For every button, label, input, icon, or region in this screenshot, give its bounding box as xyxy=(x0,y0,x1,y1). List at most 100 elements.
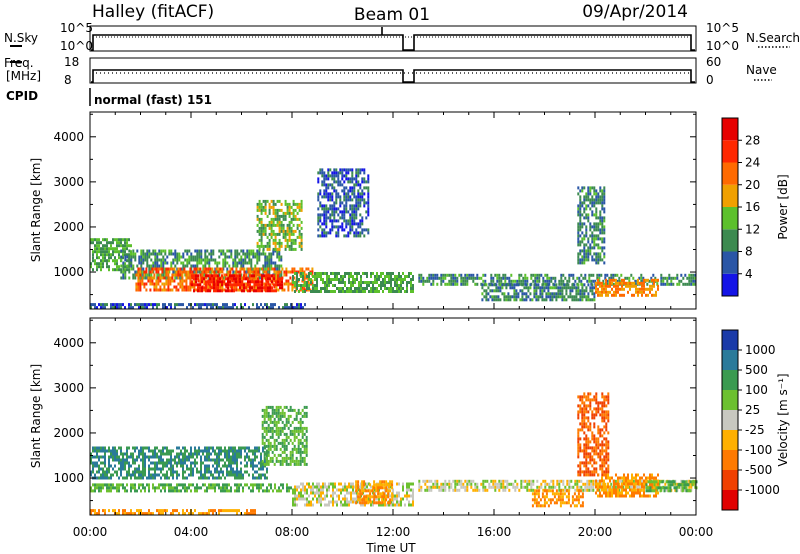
heatmap-cell xyxy=(273,285,276,289)
heatmap-cell xyxy=(599,284,601,288)
heatmap-cell xyxy=(281,286,283,290)
heatmap-cell xyxy=(589,252,592,256)
heatmap-cell xyxy=(566,279,569,283)
heatmap-cell xyxy=(526,276,529,280)
heatmap-cell xyxy=(577,283,580,287)
heatmap-cell xyxy=(352,284,354,287)
heatmap-cell xyxy=(263,408,266,412)
heatmap-cell xyxy=(208,303,210,307)
heatmap-cell xyxy=(207,282,210,286)
heatmap-cell xyxy=(118,250,120,254)
heatmap-cell xyxy=(222,264,225,268)
heatmap-cell xyxy=(281,441,284,445)
heatmap-cell xyxy=(122,253,124,257)
heatmap-cell xyxy=(156,276,159,280)
heatmap-cell xyxy=(172,258,175,262)
heatmap-cell xyxy=(256,306,258,310)
heatmap-cell xyxy=(144,446,146,450)
heatmap-cell xyxy=(130,264,133,268)
heatmap-cell xyxy=(139,273,142,277)
heatmap-cell xyxy=(300,235,303,239)
heatmap-cell xyxy=(342,488,344,492)
heatmap-cell xyxy=(150,267,153,271)
heatmap-cell xyxy=(355,204,358,208)
heatmap-cell xyxy=(258,255,261,259)
heatmap-cell xyxy=(266,467,268,471)
heatmap-cell xyxy=(108,259,110,263)
heatmap-cell xyxy=(229,276,232,280)
heatmap-cell xyxy=(601,204,604,208)
heatmap-cell xyxy=(321,195,324,199)
heatmap-cell xyxy=(204,264,207,268)
heatmap-cell xyxy=(178,461,180,465)
heatmap-cell xyxy=(249,283,251,287)
heatmap-cell xyxy=(293,447,296,451)
heatmap-cell xyxy=(212,249,215,253)
heatmap-cell xyxy=(481,283,484,287)
heatmap-cell xyxy=(182,261,185,265)
heatmap-cell xyxy=(130,512,132,516)
nave-right-tick-bottom: 0 xyxy=(706,73,714,87)
heatmap-cell xyxy=(142,464,144,468)
heatmap-cell xyxy=(287,420,290,424)
heatmap-cell xyxy=(331,174,334,178)
heatmap-cell xyxy=(317,171,320,175)
heatmap-cell xyxy=(215,286,217,290)
heatmap-cell xyxy=(292,238,295,242)
heatmap-cell xyxy=(440,279,443,283)
heatmap-cell xyxy=(291,408,294,412)
heatmap-cell xyxy=(684,282,687,286)
heatmap-cell xyxy=(498,282,501,286)
heatmap-cell xyxy=(195,280,197,284)
heatmap-cell xyxy=(293,417,296,421)
heatmap-cell xyxy=(206,446,208,450)
heatmap-cell xyxy=(213,289,215,293)
heatmap-cell xyxy=(323,216,326,220)
heatmap-cell xyxy=(195,267,198,271)
heatmap-cell xyxy=(130,483,132,487)
heatmap-cell xyxy=(549,298,552,302)
heatmap-cell xyxy=(228,255,231,259)
heatmap-cell xyxy=(404,278,406,281)
heatmap-cell xyxy=(577,261,580,265)
heatmap-cell xyxy=(269,429,272,433)
heatmap-cell xyxy=(501,286,504,290)
heatmap-cell xyxy=(204,446,206,450)
heatmap-cell xyxy=(513,283,516,287)
heatmap-cell xyxy=(160,449,162,453)
heatmap-cell xyxy=(176,267,179,271)
heatmap-cell xyxy=(142,306,144,310)
heatmap-cell xyxy=(354,281,356,284)
heatmap-cell xyxy=(583,195,586,199)
heatmap-cell xyxy=(271,286,273,290)
heatmap-cell xyxy=(615,293,617,297)
heatmap-cell xyxy=(325,183,328,187)
heatmap-cell xyxy=(541,292,544,296)
heatmap-cell xyxy=(110,452,112,456)
heatmap-cell xyxy=(353,189,356,193)
heatmap-cell xyxy=(432,282,435,286)
heatmap-cell xyxy=(256,214,259,218)
heatmap-cell xyxy=(603,287,605,291)
heatmap-cell xyxy=(257,289,259,293)
heatmap-cell xyxy=(240,483,242,487)
heatmap-cell xyxy=(294,491,296,495)
heatmap-cell xyxy=(261,459,264,463)
heatmap-cell xyxy=(114,458,116,462)
heatmap-cell xyxy=(274,217,277,221)
heatmap-cell xyxy=(288,226,291,230)
heatmap-cell xyxy=(149,270,152,274)
heatmap-cell xyxy=(164,261,167,265)
heatmap-cell xyxy=(232,270,235,274)
heatmap-cell xyxy=(179,273,182,277)
heatmap-cell xyxy=(547,283,550,287)
heatmap-cell xyxy=(262,229,265,233)
heatmap-cell xyxy=(200,476,202,480)
heatmap-cell xyxy=(319,189,322,193)
heatmap-cell xyxy=(525,283,528,287)
heatmap-cell xyxy=(288,486,290,490)
heatmap-cell xyxy=(265,459,268,463)
heatmap-cell xyxy=(130,509,132,513)
heatmap-cell xyxy=(230,446,232,450)
heatmap-cell xyxy=(581,201,584,205)
